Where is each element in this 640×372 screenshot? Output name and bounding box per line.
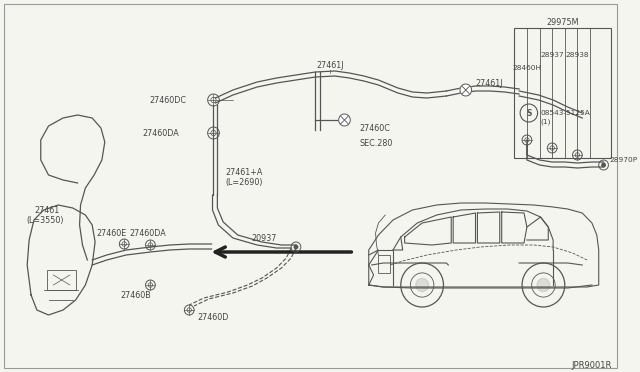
Text: 27461J: 27461J	[316, 61, 344, 70]
Text: 28460H: 28460H	[513, 65, 541, 71]
Text: 28970P: 28970P	[609, 157, 637, 163]
Circle shape	[339, 114, 350, 126]
Text: (L=3550): (L=3550)	[26, 215, 63, 224]
Text: 27460C: 27460C	[359, 124, 390, 132]
Text: 08543-5125A: 08543-5125A	[541, 110, 590, 116]
Text: 27460E: 27460E	[97, 228, 127, 237]
Text: JPR9001R: JPR9001R	[571, 360, 611, 369]
Text: 29975M: 29975M	[547, 17, 579, 26]
Bar	[378, 255, 390, 273]
Text: 27460B: 27460B	[120, 291, 151, 299]
Text: (1): (1)	[541, 119, 551, 125]
Text: (L=2690): (L=2690)	[225, 177, 262, 186]
Text: S: S	[526, 109, 532, 118]
Text: SEC.280: SEC.280	[359, 138, 392, 148]
Text: 20937: 20937	[251, 234, 276, 243]
Circle shape	[416, 278, 429, 292]
Text: 28937: 28937	[540, 52, 564, 58]
Text: 27461+A: 27461+A	[225, 167, 262, 176]
Text: 27460DA: 27460DA	[143, 128, 180, 138]
Text: 27461J: 27461J	[476, 78, 503, 87]
Circle shape	[537, 278, 550, 292]
Text: 27460DC: 27460DC	[149, 96, 186, 105]
Bar	[515, 28, 611, 158]
Bar	[47, 270, 76, 290]
Text: 28938: 28938	[566, 52, 589, 58]
Text: 27460DA: 27460DA	[129, 228, 166, 237]
Circle shape	[602, 163, 605, 167]
Circle shape	[460, 84, 472, 96]
Text: 27460D: 27460D	[197, 314, 228, 323]
Text: 27461: 27461	[34, 205, 60, 215]
Circle shape	[294, 245, 298, 249]
